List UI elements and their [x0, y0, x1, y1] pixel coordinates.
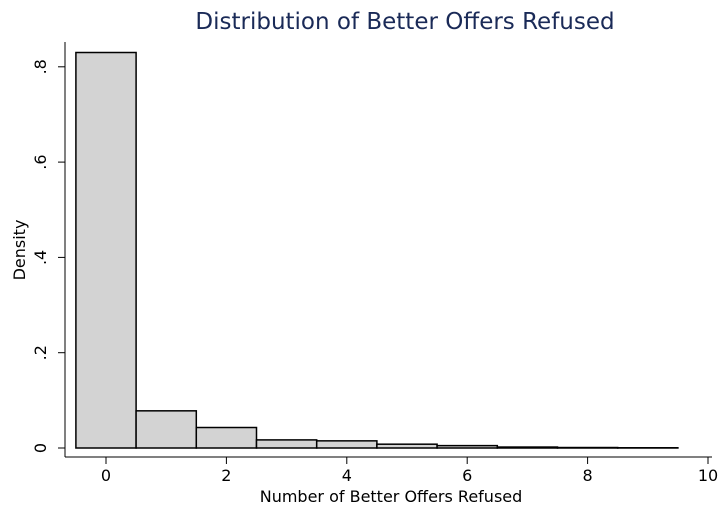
- x-tick-label: 10: [698, 466, 718, 485]
- bars-group: [75, 51, 679, 449]
- histogram-bar-7: [496, 446, 559, 449]
- histogram-bar-3: [255, 439, 318, 449]
- x-tick-label: 8: [583, 466, 593, 485]
- y-tick-label: .2: [31, 345, 50, 360]
- x-tick-label: 4: [342, 466, 352, 485]
- chart-title: Distribution of Better Offers Refused: [195, 9, 614, 35]
- histogram-bar-6: [436, 444, 499, 449]
- x-axis-ticks: 0 2 4 6 8 10: [101, 457, 718, 485]
- histogram-bar-4: [315, 440, 378, 449]
- histogram-bar-1: [135, 410, 198, 449]
- x-tick-label: 0: [101, 466, 111, 485]
- x-tick-label: 6: [462, 466, 472, 485]
- histogram-bar-2: [195, 426, 258, 449]
- y-axis-ticks: 0 .2 .4 .6 .8: [31, 59, 65, 453]
- y-axis-label: Density: [10, 220, 29, 281]
- x-axis-label: Number of Better Offers Refused: [260, 487, 523, 506]
- x-tick-label: 2: [221, 466, 231, 485]
- y-tick-label: .8: [31, 59, 50, 74]
- histogram-bar-0: [75, 51, 137, 449]
- histogram-bar-5: [376, 443, 438, 449]
- y-tick-label: 0: [31, 443, 50, 453]
- y-tick-label: .6: [31, 154, 50, 169]
- y-tick-label: .4: [31, 250, 50, 265]
